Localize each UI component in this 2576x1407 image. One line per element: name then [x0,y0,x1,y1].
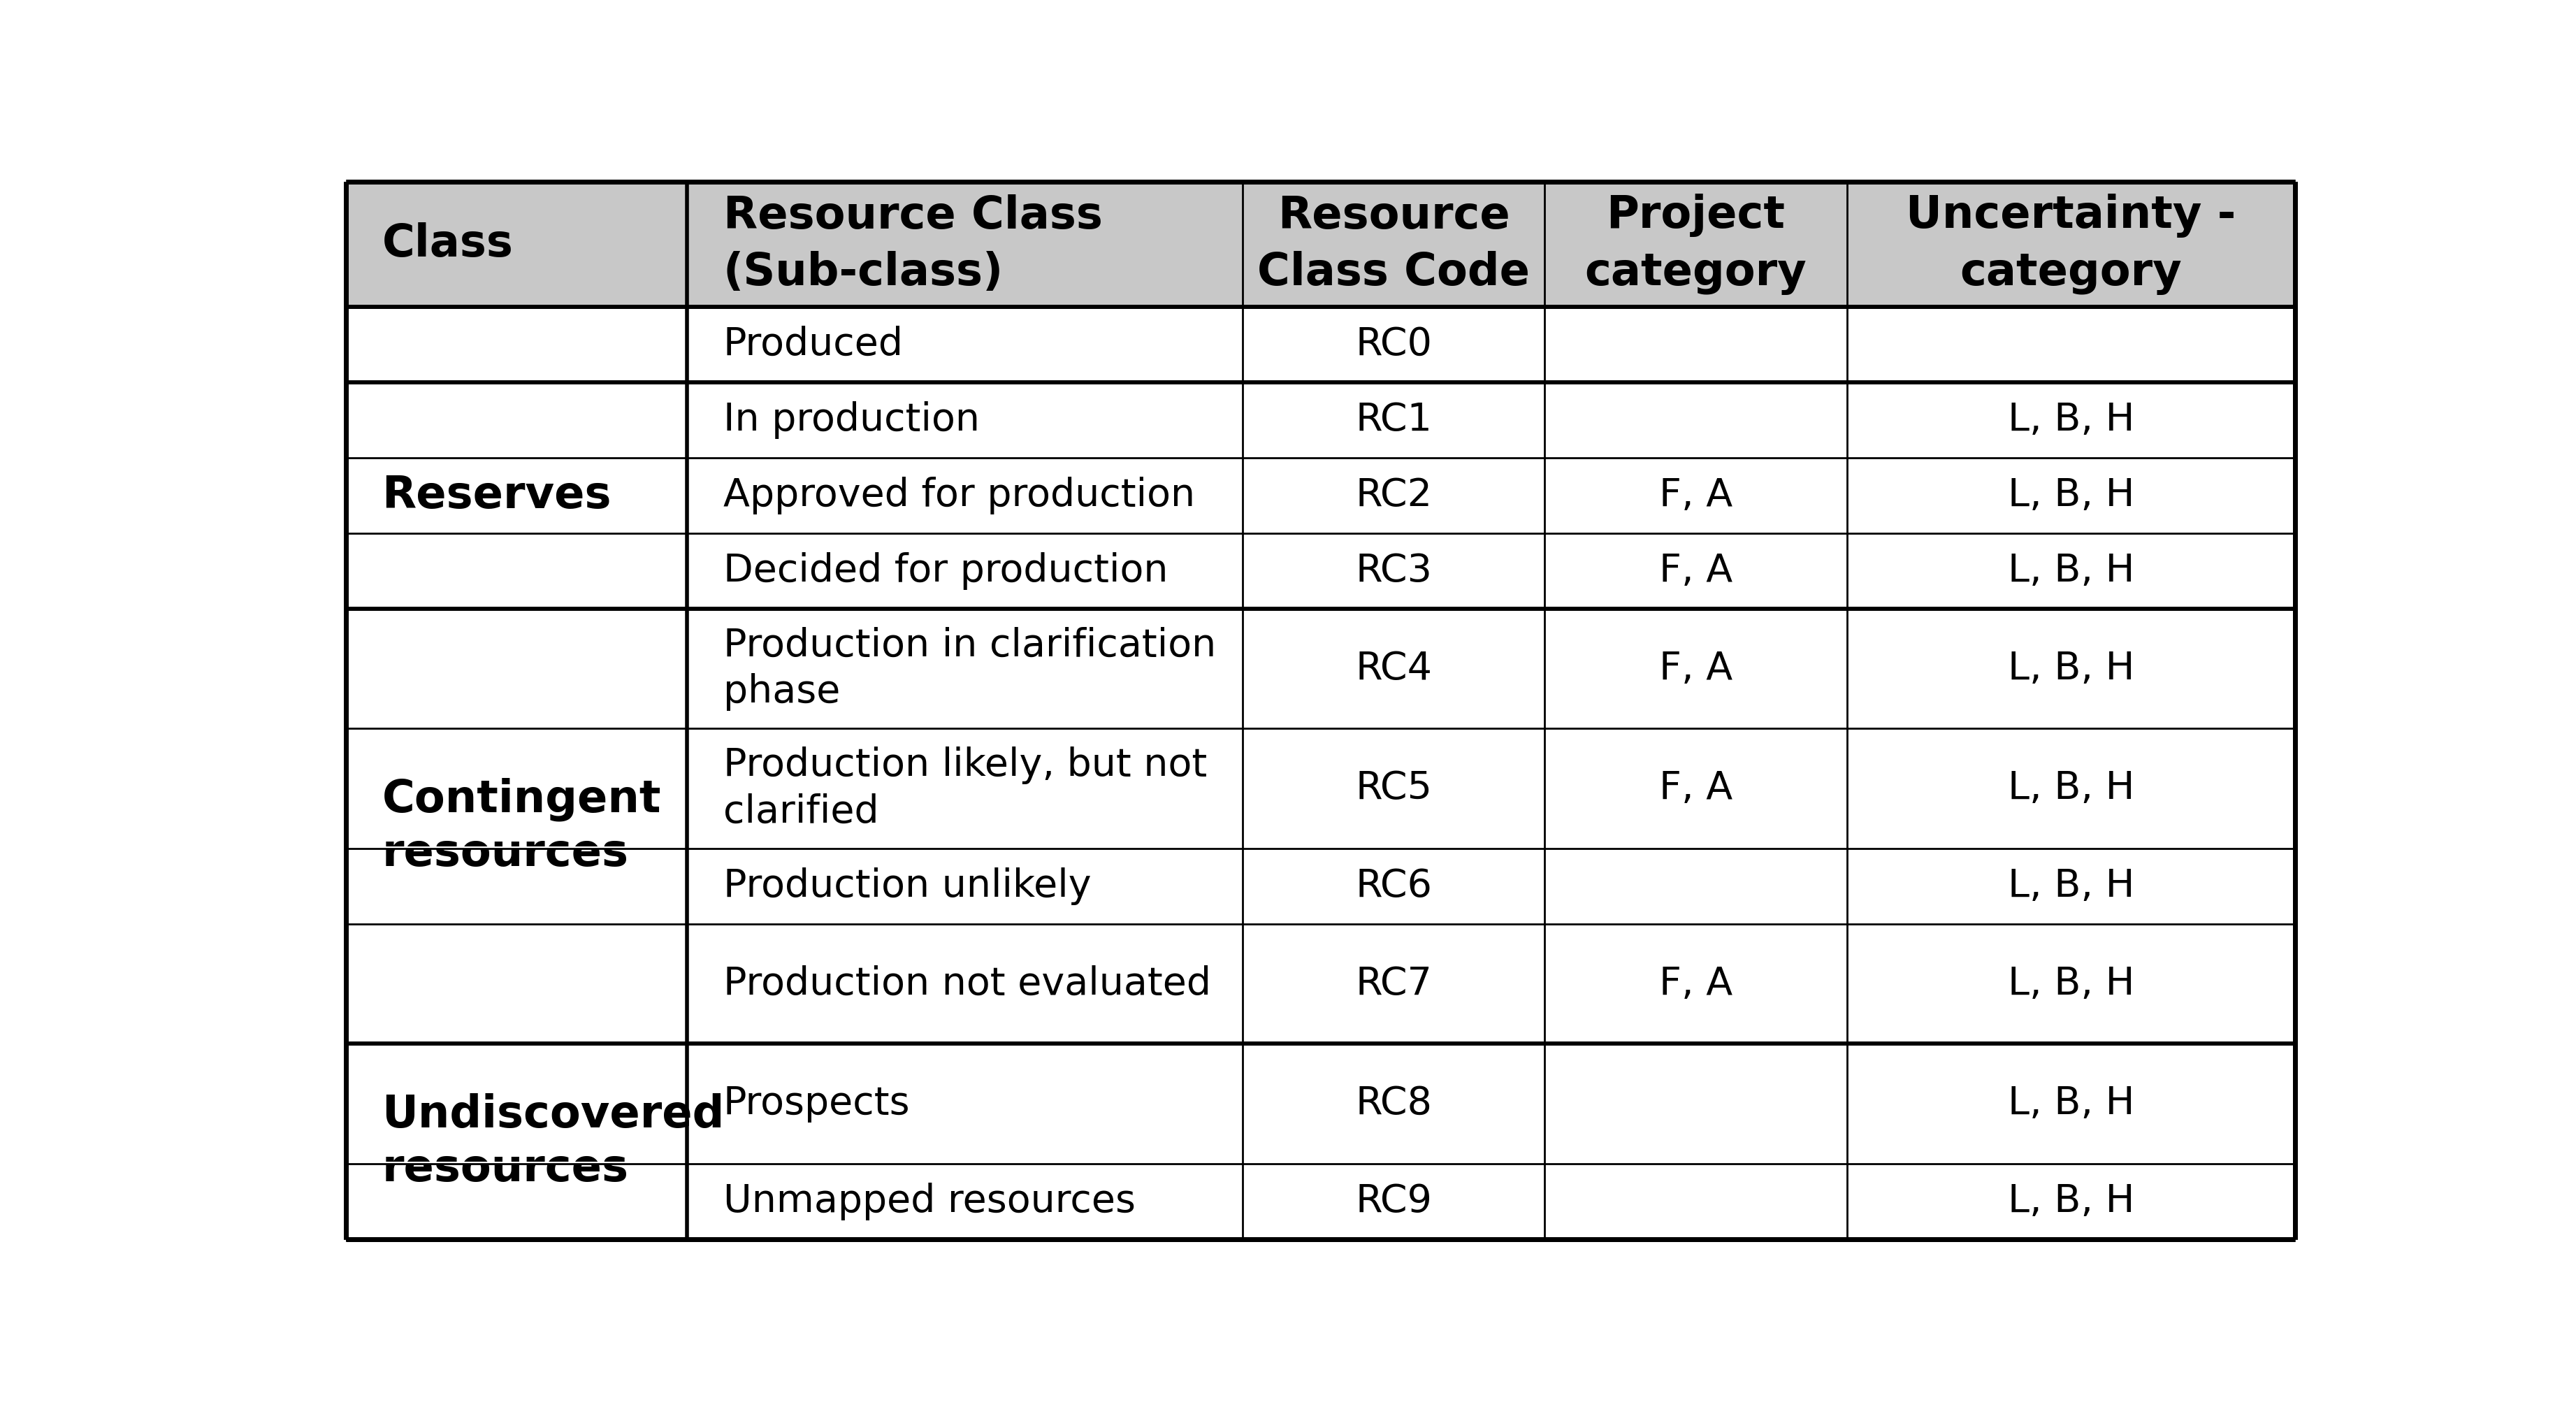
Text: L, B, H: L, B, H [2007,770,2133,808]
Text: Production not evaluated: Production not evaluated [724,965,1211,1003]
Text: RC8: RC8 [1355,1085,1432,1123]
Text: Resource
Class Code: Resource Class Code [1257,194,1530,294]
Bar [345,922,688,924]
Text: F, A: F, A [1659,965,1731,1003]
Text: Reserves: Reserves [381,474,611,518]
Text: RC6: RC6 [1355,867,1432,905]
Text: RC9: RC9 [1355,1183,1432,1220]
Text: L, B, H: L, B, H [2007,401,2133,439]
Bar [345,726,688,730]
Text: Approved for production: Approved for production [724,477,1195,515]
Text: RC1: RC1 [1355,401,1432,439]
Text: Project
category: Project category [1584,194,1806,294]
Bar [345,182,2295,307]
Text: L, B, H: L, B, H [2007,1183,2133,1220]
Text: RC2: RC2 [1355,477,1432,515]
Bar [345,530,688,535]
Text: RC0: RC0 [1355,325,1432,363]
Text: F, A: F, A [1659,477,1731,515]
Text: Produced: Produced [724,325,904,363]
Text: L, B, H: L, B, H [2007,650,2133,688]
Text: RC5: RC5 [1355,770,1432,808]
Text: F, A: F, A [1659,650,1731,688]
Text: L, B, H: L, B, H [2007,965,2133,1003]
Text: In production: In production [724,401,979,439]
Text: Production likely, but not
clarified: Production likely, but not clarified [724,746,1206,830]
Text: Undiscovered
resources: Undiscovered resources [381,1093,724,1190]
Text: Decided for production: Decided for production [724,552,1167,590]
Text: RC7: RC7 [1355,965,1432,1003]
Text: Production in clarification
phase: Production in clarification phase [724,626,1216,711]
Text: L, B, H: L, B, H [2007,867,2133,905]
Bar [345,456,688,459]
Text: Production unlikely: Production unlikely [724,867,1090,905]
Text: RC3: RC3 [1355,552,1432,590]
Bar [345,307,2295,1240]
Text: F, A: F, A [1659,770,1731,808]
Bar [345,1162,688,1165]
Text: L, B, H: L, B, H [2007,477,2133,515]
Text: F, A: F, A [1659,552,1731,590]
Text: Uncertainty -
category: Uncertainty - category [1906,193,2236,295]
Text: RC4: RC4 [1355,650,1432,688]
Text: Prospects: Prospects [724,1085,909,1123]
Text: L, B, H: L, B, H [2007,1085,2133,1123]
Text: Unmapped resources: Unmapped resources [724,1183,1136,1220]
Text: L, B, H: L, B, H [2007,552,2133,590]
Text: Resource Class
(Sub-class): Resource Class (Sub-class) [724,194,1103,294]
Text: Class: Class [381,222,513,266]
Text: Contingent
resources: Contingent resources [381,778,662,875]
Bar [345,846,688,850]
